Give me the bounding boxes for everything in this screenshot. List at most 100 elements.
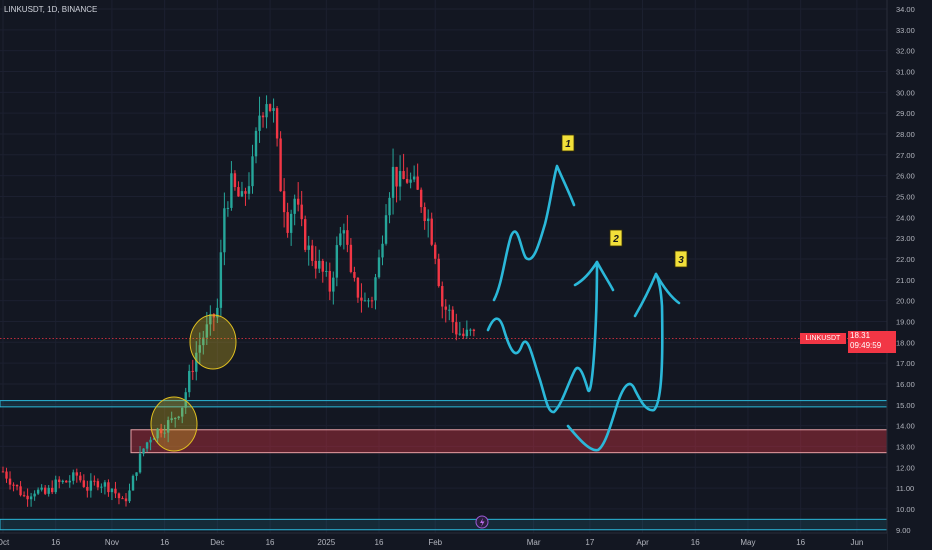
candle-body	[173, 417, 177, 419]
candle-body	[335, 245, 339, 278]
candle-body	[304, 219, 307, 250]
candle-body	[152, 438, 156, 440]
candle-body	[47, 487, 50, 494]
candle-body	[437, 258, 440, 287]
candle-body	[198, 345, 201, 353]
zone-bottom-band[interactable]	[0, 518, 888, 531]
y-tick-label: 34.00	[896, 5, 915, 14]
candle-body	[142, 448, 145, 454]
candle-body	[244, 191, 247, 194]
x-tick-label: Nov	[105, 538, 119, 547]
candle-body	[465, 329, 469, 337]
candle-body	[110, 488, 114, 493]
scenario-label-box-1[interactable]	[561, 134, 575, 152]
highlight-circle-1[interactable]	[150, 396, 198, 452]
candle-body	[43, 487, 47, 494]
zone-demand[interactable]	[130, 429, 888, 454]
candle-body	[166, 420, 170, 433]
y-tick-label: 13.00	[896, 442, 915, 451]
candle-body	[107, 482, 110, 493]
x-axis: Oct 16 Nov 16 Dec 16 2025 16 Feb Mar 17 Apr 16 May 16 J…	[0, 532, 887, 550]
candle-body	[325, 270, 328, 272]
x-tick-label: 2025	[317, 538, 335, 547]
candle-body	[22, 495, 26, 497]
candle-body	[36, 489, 40, 494]
chart-title: LINKUSDT, 1D, BINANCE	[4, 5, 98, 14]
candle-body	[247, 186, 251, 194]
scenario-label-1: 1	[565, 139, 571, 150]
candle-body	[251, 156, 254, 187]
y-tick-label: 17.00	[896, 359, 915, 368]
y-tick-label: 23.00	[896, 234, 915, 243]
candle-body	[384, 215, 388, 244]
x-tick-label: 16	[160, 538, 169, 547]
x-tick-label: 16	[51, 538, 60, 547]
candle-body	[296, 198, 300, 205]
y-tick-label: 19.00	[896, 317, 915, 326]
x-tick-label: 16	[266, 538, 275, 547]
candle-body	[426, 218, 430, 222]
candle-body	[391, 166, 395, 198]
candle-body	[124, 498, 128, 502]
candle-body	[149, 439, 152, 443]
x-tick-label: May	[740, 538, 755, 547]
candle-body	[321, 260, 324, 272]
candle-body	[54, 479, 57, 493]
candle-body	[367, 300, 370, 302]
candle-body	[346, 230, 349, 245]
candle-body	[363, 300, 367, 302]
candle-body	[219, 252, 223, 308]
candles	[1, 95, 476, 507]
zone-resistance-support[interactable]	[0, 400, 888, 408]
candle-body	[434, 244, 437, 259]
candle-body	[86, 486, 89, 491]
candle-body	[268, 104, 272, 111]
x-tick-label: Oct	[0, 538, 10, 547]
candle-body	[342, 230, 346, 234]
candle-body	[58, 479, 61, 483]
candle-body	[349, 244, 353, 272]
y-tick-label: 9.00	[896, 526, 911, 535]
candle-body	[265, 104, 268, 118]
candle-body	[430, 218, 433, 245]
highlight-circle-2[interactable]	[189, 314, 237, 370]
y-tick-label: 14.00	[896, 422, 915, 431]
candle-body	[79, 475, 82, 481]
candle-body	[177, 416, 180, 418]
candle-body	[223, 208, 226, 253]
scenario-label-box-2[interactable]	[609, 229, 623, 247]
y-tick-label: 22.00	[896, 255, 915, 264]
candle-body	[328, 270, 332, 292]
candle-body	[472, 329, 476, 332]
candle-body	[455, 322, 458, 335]
candle-body	[233, 173, 237, 188]
scenario-path-2[interactable]	[486, 260, 599, 414]
candle-body	[293, 198, 296, 214]
candle-body	[26, 495, 29, 500]
candle-body	[318, 260, 321, 269]
scenario-path-1[interactable]	[492, 164, 576, 302]
candle-body	[5, 471, 8, 479]
scenario-path-3-tip[interactable]	[654, 272, 681, 305]
candle-body	[212, 314, 216, 318]
event-marker[interactable]	[475, 515, 489, 529]
candle-body	[216, 307, 219, 318]
candle-body	[1, 471, 5, 473]
candle-body	[117, 493, 121, 499]
candle-body	[138, 453, 142, 473]
scenario-path-2-tip[interactable]	[595, 260, 615, 292]
scenario-label-box-3[interactable]	[674, 250, 688, 268]
y-axis-panel[interactable]	[887, 0, 932, 550]
candle-body	[282, 191, 286, 213]
candle-body	[254, 130, 258, 157]
scenario-label-2: 2	[612, 234, 619, 245]
candle-body	[374, 277, 377, 301]
y-tick-label: 25.00	[896, 192, 915, 201]
x-tick-label: 16	[375, 538, 384, 547]
candle-body	[96, 481, 100, 488]
x-axis-panel[interactable]	[0, 533, 887, 550]
candle-body	[205, 324, 209, 338]
candle-body	[423, 207, 426, 222]
